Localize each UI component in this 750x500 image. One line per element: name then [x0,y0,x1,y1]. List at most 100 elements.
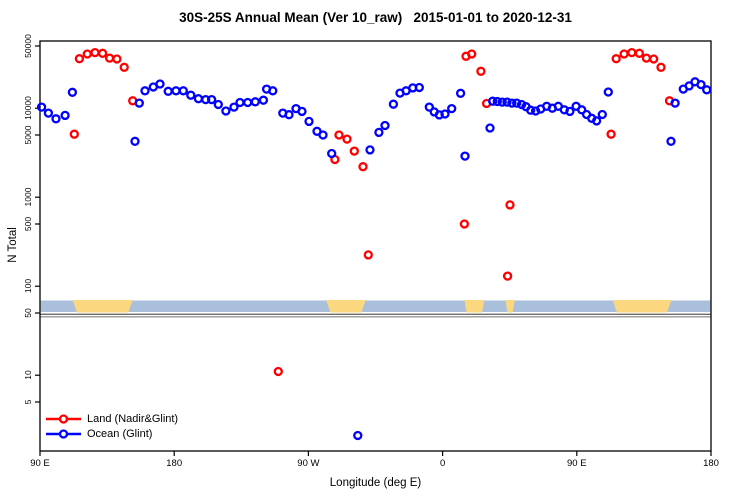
data-point-ocean [229,102,239,112]
data-point-ocean [163,86,173,96]
data-point-ocean [424,102,434,112]
chart-title: 30S-25S Annual Mean (Ver 10_raw) 2015-01… [179,10,572,25]
y-tick-label: 5000 [23,125,33,145]
data-point-land [505,200,515,210]
band-underline [40,316,711,318]
data-point-ocean [460,151,470,161]
x-tick-label: 90 E [567,458,587,469]
x-tick-label: 90 W [297,458,320,469]
data-point-ocean [140,86,150,96]
data-point-ocean [36,102,47,112]
data-point-ocean [250,97,260,107]
data-point-land [74,54,85,64]
data-point-ocean [365,145,375,155]
data-point-ocean [684,81,694,91]
data-point-ocean [488,96,498,106]
legend-marker-circle [58,414,69,424]
data-point-land [611,54,621,64]
x-axis-label: Longitude (deg E) [329,477,422,489]
data-point-ocean [565,106,575,117]
data-point-ocean [130,136,140,146]
legend-marker-circle [58,429,69,439]
x-tick-label: 180 [703,458,719,469]
data-point-land [119,62,129,72]
data-point-ocean [492,96,502,107]
data-point-ocean [327,148,337,159]
x-tick-label: 180 [166,458,183,469]
data-point-ocean [666,136,676,146]
data-point-ocean [221,106,231,116]
data-point-land [627,47,637,58]
data-point-land [97,48,108,58]
data-point-ocean [243,97,253,108]
data-point-ocean [502,97,512,107]
data-point-land [502,271,513,281]
data-point-ocean [597,109,607,120]
data-point-ocean [577,105,587,115]
y-tick-label: 50 [23,308,33,318]
data-point-land [82,49,92,59]
plot-border [39,40,712,452]
data-point-land [649,54,659,64]
y-tick-label: 5 [23,399,33,405]
data-point-ocean [353,430,363,441]
data-point-ocean [603,87,613,97]
data-point-ocean [60,110,70,121]
data-point-land [363,250,373,260]
data-point-ocean [434,110,444,120]
data-point-ocean [178,86,188,96]
data-point-land [476,66,486,76]
data-point-ocean [213,99,223,110]
data-point-ocean [388,99,399,109]
data-point-land [112,54,122,64]
data-point-ocean [512,98,522,108]
data-point-ocean [43,108,54,118]
x-tick-label: 90 E [30,458,50,469]
data-point-ocean [526,105,536,115]
data-point-ocean [206,94,217,105]
data-point-ocean [193,94,204,104]
legend-label-ocean: Ocean (Glint) [87,428,153,440]
data-point-ocean [485,123,495,133]
map-band-land-patch [612,300,672,313]
legend-label-land: Land (Nadir&Glint) [87,413,179,425]
legend-markers [46,414,81,439]
data-point-land [467,49,477,59]
data-point-ocean [670,98,680,108]
data-point-land [104,53,115,63]
x-tick-label: 0 [439,458,446,469]
data-point-ocean [591,116,602,126]
data-point-land [342,134,352,144]
data-point-land [656,62,666,72]
data-point-ocean [235,97,245,108]
data-point-ocean [171,86,181,96]
data-point-ocean [374,127,384,138]
data-point-ocean [51,114,61,124]
data-point-ocean [304,116,314,127]
data-point-land [349,146,359,156]
data-point-land [358,162,368,172]
data-point-ocean [702,85,712,95]
data-point-ocean [447,103,457,114]
data-point-land [69,129,79,139]
data-point-ocean [155,79,165,89]
data-point-ocean [497,97,507,107]
y-tick-label: 100 [23,279,33,294]
data-point-ocean [414,82,424,93]
band-underline [40,313,711,315]
data-point-land [334,130,344,140]
data-point-ocean [268,86,278,96]
data-point-ocean [440,109,450,119]
map-band-land-patch [464,300,485,313]
data-point-land [273,366,283,377]
data-point-ocean [380,120,390,131]
y-tick-label: 10 [23,370,33,380]
data-point-land [459,219,470,229]
latitude-map-band [40,300,711,318]
axis-tick-marks [35,45,712,456]
y-tick-label: 1000 [23,187,33,207]
data-point-land [619,49,629,59]
map-band-land-patch [72,300,133,313]
data-point-ocean [318,130,328,140]
